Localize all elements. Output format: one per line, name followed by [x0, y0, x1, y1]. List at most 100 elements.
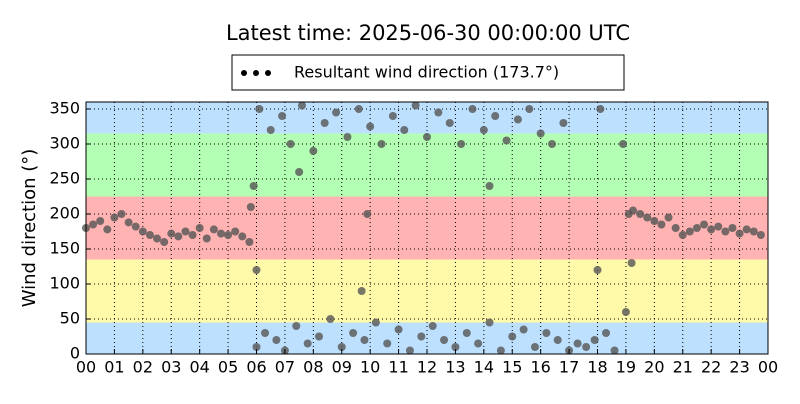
point [238, 232, 247, 241]
point [266, 126, 275, 134]
x-tick-label: 20 [644, 358, 664, 377]
points [82, 101, 765, 355]
point [371, 318, 380, 327]
point [117, 210, 126, 218]
x-tick-label: 08 [303, 358, 323, 377]
point [138, 227, 147, 236]
chart-title: Latest time: 2025-06-30 00:00:00 UTC [226, 21, 630, 45]
point [96, 217, 105, 225]
x-tick-label: 00 [76, 358, 96, 377]
point [417, 332, 426, 341]
point [692, 224, 701, 232]
point [445, 119, 454, 127]
point [110, 213, 119, 222]
point [326, 315, 335, 323]
point [596, 105, 605, 113]
point [383, 339, 392, 348]
point [742, 225, 751, 234]
point [627, 259, 636, 267]
y-tick-label: 350 [49, 99, 80, 118]
point [621, 308, 630, 316]
y-axis-label: Wind direction (°) [19, 149, 40, 308]
x-tick-label: 01 [104, 358, 124, 377]
point [491, 112, 500, 120]
x-tick-label: 12 [417, 358, 437, 377]
point [255, 105, 264, 113]
point [440, 336, 449, 344]
point [309, 147, 318, 155]
legend [231, 54, 625, 91]
point [553, 336, 562, 344]
point [278, 112, 287, 120]
band [86, 102, 768, 134]
point [462, 329, 471, 337]
point [400, 126, 409, 134]
point [602, 329, 611, 337]
point [209, 225, 218, 234]
point [457, 140, 466, 148]
point [249, 182, 258, 190]
point [619, 140, 628, 148]
x-tick-label: 14 [474, 358, 494, 377]
point [174, 232, 183, 241]
point [405, 346, 414, 355]
point [167, 229, 176, 238]
legend-marker [241, 70, 247, 76]
point [749, 227, 758, 236]
y-tick-label: 200 [49, 204, 80, 223]
point [643, 213, 652, 222]
y-tick-label: 100 [49, 274, 80, 293]
point [261, 329, 270, 337]
x-tick-label: 11 [388, 358, 408, 377]
point [707, 225, 716, 234]
point [343, 133, 352, 141]
point [89, 220, 98, 229]
point [272, 336, 281, 344]
point [181, 227, 190, 236]
y-tick-label: 150 [49, 239, 80, 258]
point [474, 339, 483, 348]
x-tick-label: 17 [559, 358, 579, 377]
point [337, 343, 346, 351]
point [496, 346, 505, 355]
point [530, 343, 539, 351]
point [349, 329, 358, 337]
point [485, 318, 494, 327]
point [363, 210, 372, 218]
point [513, 115, 522, 124]
point [542, 329, 551, 337]
point [394, 325, 403, 334]
point [202, 234, 211, 243]
point [451, 343, 460, 351]
point [664, 213, 673, 222]
point [160, 238, 169, 246]
point [428, 322, 437, 330]
point [411, 101, 420, 110]
point [671, 224, 680, 232]
point [388, 112, 397, 120]
point [756, 231, 765, 239]
x-tick-label: 18 [587, 358, 607, 377]
point [468, 105, 477, 113]
point [582, 343, 591, 351]
point [508, 332, 517, 341]
legend-label: Resultant wind direction (173.7°) [294, 63, 559, 82]
point [650, 217, 659, 225]
point [216, 229, 225, 238]
point [735, 229, 744, 238]
point [519, 325, 528, 334]
point [332, 108, 341, 117]
point [423, 133, 431, 141]
legend-items: Resultant wind direction (173.7°) [241, 63, 559, 82]
x-tick-label: 15 [502, 358, 522, 377]
x-tick-label: 03 [161, 358, 181, 377]
point [536, 129, 545, 138]
point [678, 231, 687, 239]
point [292, 322, 301, 330]
point [252, 343, 261, 351]
point [103, 225, 112, 234]
point [286, 140, 295, 148]
point [629, 206, 638, 215]
x-tick-label: 04 [189, 358, 209, 377]
